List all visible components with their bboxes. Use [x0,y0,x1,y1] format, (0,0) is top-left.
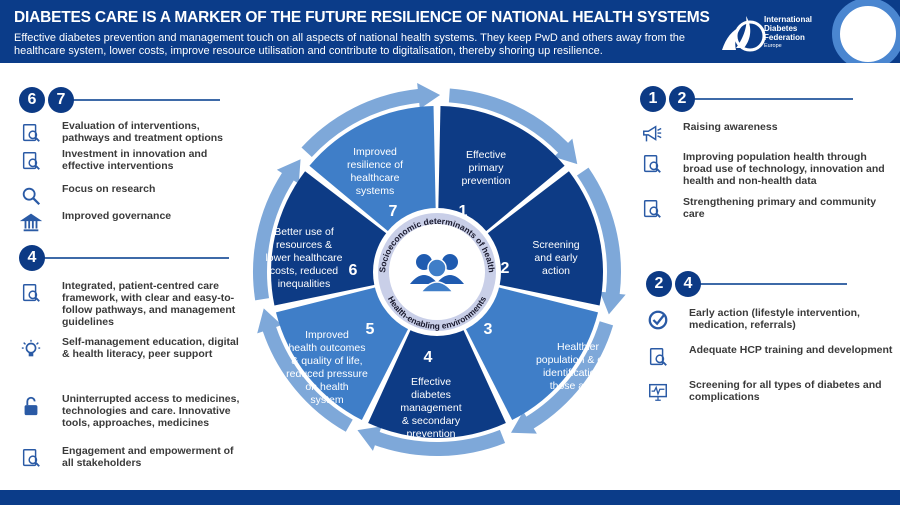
list-item-text: Uninterrupted access to medicines, techn… [62,393,240,429]
segment-label-6: Better use of resources & lower healthcare… [265,226,357,290]
idf-logo-text: International Diabetes Federation Europe [764,15,813,49]
segment-label-5: Improved health outcomes & quality of life… [286,321,374,406]
cycle-arrow [357,426,506,457]
cycle-arrow [253,159,301,301]
step-badge: 2 [646,271,672,297]
list-item-text: Engagement and empowerment of all stakeh… [62,445,234,469]
list-item: Screening for all types of diabetes and … [645,379,895,405]
list-item-text: Integrated, patient-centred care framewo… [62,280,236,328]
wheel-segment-4 [368,272,506,439]
page-subtitle: Effective diabetes prevention and manage… [14,32,685,57]
segment-number: 7 [389,203,398,220]
list-item-text: Investment in innovation and effective i… [62,148,208,172]
network-framework-icon [18,280,44,306]
segment-label-7: Improved resilience of healthcare systems 7 [347,146,403,220]
stakeholders-network-icon [18,445,44,471]
cycle-arrow [257,308,353,432]
segment-label-2: Screening and early action 2 [501,239,580,277]
segment-label-3: Healthier population & early identificatio… [484,321,621,392]
step-badge: 1 [640,86,666,112]
list-item: Early action (lifestyle intervention, me… [645,307,895,333]
megaphone-icon [639,121,665,147]
list-item: Focus on research [18,183,243,209]
checkmark-circle-icon [645,307,671,333]
decorative-ring [832,0,900,63]
cycle-arrow [511,321,614,434]
data-document-search-icon [639,151,665,177]
document-check-icon [18,120,44,146]
community-people-icon [639,196,665,222]
divider-line [693,98,853,100]
segment-number: 3 [484,321,493,338]
list-item-text: Early action (lifestyle intervention, me… [689,307,860,331]
list-item: Engagement and empowerment of all stakeh… [18,445,243,471]
monitor-pulse-icon [645,379,671,405]
list-item: Improved governance [18,210,243,236]
header-banner: DIABETES CARE IS A MARKER OF THE FUTURE … [0,0,900,63]
list-item-text: Screening for all types of diabetes and … [689,379,882,403]
divider-line [72,99,220,101]
group-badges: 4 [19,245,229,271]
segment-number: 2 [501,260,510,277]
list-item: Raising awareness [639,121,889,147]
segment-number: 5 [366,321,375,338]
list-item-text: Raising awareness [683,121,778,133]
divider-line [43,257,229,259]
segment-label-1: Effective primary prevention 1 [459,149,511,220]
step-badge: 4 [19,245,45,271]
investment-plant-hand-icon [18,148,44,174]
footer-bar [0,490,900,505]
list-item-text: Evaluation of interventions, pathways an… [62,120,224,144]
people-group-icon [410,254,464,293]
cycle-arrow [576,167,626,315]
cycle-arrow [301,83,441,157]
step-badge: 7 [48,87,74,113]
list-item: Strengthening primary and community care [639,196,889,222]
list-item-text: Focus on research [62,183,156,195]
list-item: Adequate HCP training and development [645,344,895,370]
segment-number: 1 [459,203,468,220]
list-item-text: Improving population health through broa… [683,151,885,187]
unlocked-padlock-icon [18,393,44,419]
list-item-text: Self-management education, digital & hea… [62,336,239,360]
list-item: Uninterrupted access to medicines, techn… [18,393,243,429]
list-item: Self-management education, digital & hea… [18,336,243,362]
list-item-text: Strengthening primary and community care [683,196,877,220]
segment-number: 4 [424,349,433,366]
list-item: Integrated, patient-centred care framewo… [18,280,243,328]
segment-label-4: Effective diabetes management & secondary pr… [400,349,461,440]
government-building-icon [18,210,44,236]
segment-number: 6 [349,262,358,279]
magnifier-icon [18,183,44,209]
idf-bird-logo-icon [722,16,766,52]
list-item-text: Improved governance [62,210,172,222]
page-title: DIABETES CARE IS A MARKER OF THE FUTURE … [14,9,710,26]
step-badge: 6 [19,87,45,113]
lightbulb-icon [18,336,44,362]
step-badge: 4 [675,271,701,297]
cycle-arrow [448,88,578,165]
list-item: Improving population health through broa… [639,151,889,187]
step-badge: 2 [669,86,695,112]
list-item: Evaluation of interventions, pathways an… [18,120,243,146]
list-item-text: Adequate HCP training and development [689,344,893,356]
list-item: Investment in innovation and effective i… [18,148,243,174]
training-hands-icon [645,344,671,370]
divider-line [699,283,847,285]
